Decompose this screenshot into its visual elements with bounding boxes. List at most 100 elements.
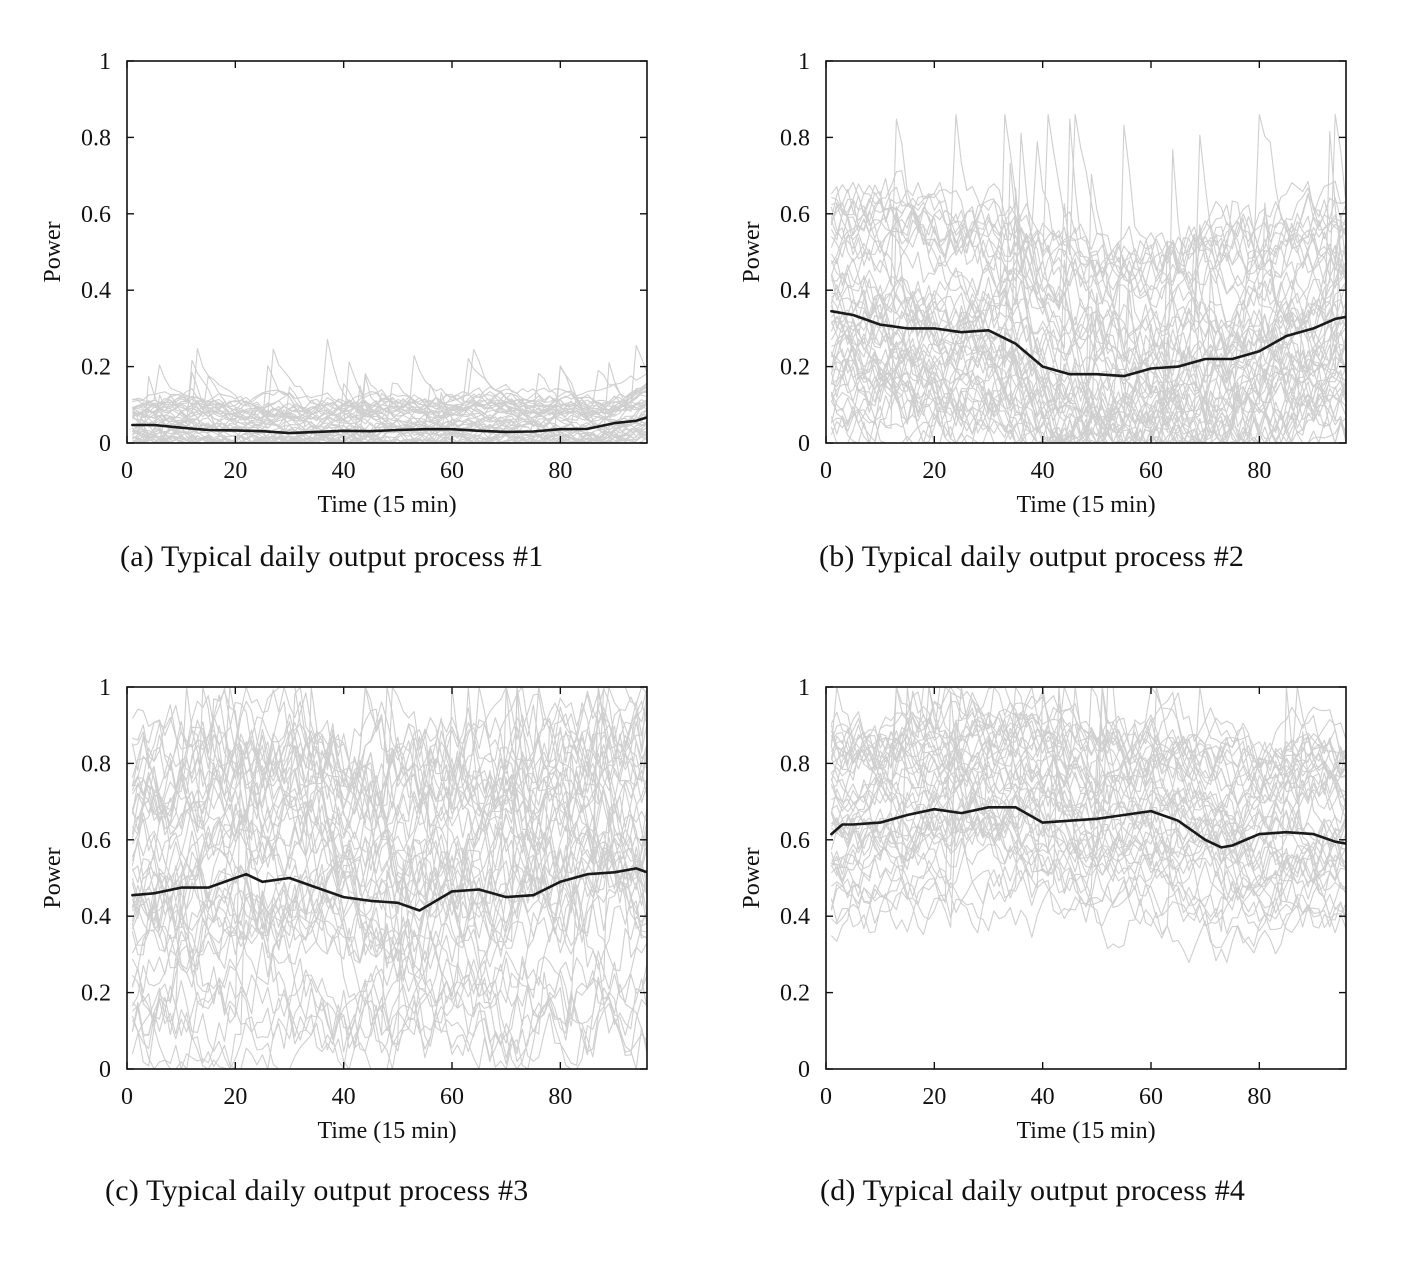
sample-line: [830, 113, 1346, 328]
plot-frame: [825, 686, 1347, 1070]
sample-line: [132, 373, 647, 414]
sample-line: [132, 389, 647, 420]
sample-line: [131, 909, 647, 1052]
sample-line: [830, 687, 1346, 775]
sample-line: [131, 687, 647, 839]
x-tick-label: 60: [1139, 458, 1163, 484]
y-tick-label: 0.4: [780, 278, 810, 304]
y-axis-label: Power: [40, 847, 66, 908]
sample-line: [132, 419, 647, 443]
y-tick-label: 0.2: [81, 981, 111, 1007]
y-tick-label: 0.4: [81, 904, 111, 930]
sample-line: [131, 884, 647, 1013]
y-axis-label: Power: [40, 221, 66, 282]
sample-line: [132, 725, 647, 953]
sample-line: [131, 749, 647, 979]
y-axis-label: Power: [739, 221, 765, 282]
sample-line: [830, 687, 1346, 791]
sample-line: [830, 817, 1346, 933]
sample-line: [831, 816, 1346, 964]
sample-line: [830, 687, 1346, 782]
sample-line: [830, 345, 1346, 443]
x-tick-label: 80: [1247, 1084, 1271, 1110]
sample-line: [132, 365, 647, 438]
sample-line: [131, 747, 647, 929]
sample-line: [830, 687, 1346, 939]
y-tick-label: 0: [99, 1057, 111, 1083]
sample-line: [830, 203, 1346, 370]
sample-line: [830, 187, 1346, 443]
y-tick-label: 0.6: [780, 202, 810, 228]
sample-line: [131, 687, 647, 788]
panel-b: 0 20 40 60 80 0 0.2 0.4 0.6 0.8 1 Time (15 min) Powe…: [729, 40, 1389, 640]
y-tick-label: 0.4: [81, 278, 111, 304]
x-tick-label: 80: [548, 1084, 572, 1110]
x-tick-label: 0: [121, 1084, 133, 1110]
sample-line: [132, 348, 647, 421]
sample-line: [831, 687, 1346, 902]
x-tick-label: 60: [1139, 1084, 1163, 1110]
sample-line: [831, 690, 1346, 831]
x-tick-label: 20: [922, 458, 946, 484]
y-tick-label: 0.8: [81, 751, 111, 777]
sample-line: [131, 687, 647, 893]
sample-line: [131, 846, 647, 1069]
sample-line: [132, 687, 647, 824]
sample-line: [831, 687, 1346, 914]
sample-line: [830, 780, 1346, 868]
x-tick-label: 0: [121, 458, 133, 484]
y-tick-label: 1: [798, 675, 810, 701]
sample-line: [131, 701, 647, 838]
mean-line-a: [131, 416, 647, 435]
x-tick-label: 80: [1247, 458, 1271, 484]
plot-frame: [126, 60, 648, 444]
sample-line: [830, 240, 1346, 443]
caption-b: (b) Typical daily output process #2: [819, 540, 1245, 573]
sample-line: [831, 687, 1346, 825]
y-tick-label: 1: [798, 49, 810, 75]
sample-line: [830, 687, 1346, 831]
sample-line: [131, 768, 647, 885]
sample-line: [131, 779, 647, 916]
sample-line: [131, 849, 647, 1069]
x-tick-label: 40: [332, 1084, 356, 1110]
sample-line: [131, 855, 647, 1023]
plot-frame: [825, 60, 1347, 444]
sample-line: [132, 361, 647, 443]
sample-line: [131, 687, 647, 856]
sample-line: [131, 847, 647, 1001]
sample-line: [131, 869, 647, 1069]
mean-line-d: [830, 806, 1346, 849]
chart-a: 0 20 40 60 80 0 0.2 0.4 0.6 0.8 1 Time (15 min) Powe…: [40, 49, 648, 518]
y-tick-label: 0: [99, 431, 111, 457]
sample-line: [830, 786, 1346, 917]
sample-line: [830, 113, 1346, 396]
sample-line: [831, 113, 1346, 283]
y-tick-label: 1: [99, 49, 111, 75]
x-tick-label: 0: [820, 1084, 832, 1110]
y-axis-label: Power: [739, 847, 765, 908]
y-tick-label: 0.8: [81, 125, 111, 151]
y-tick-label: 0: [798, 1057, 810, 1083]
mean-line-c: [131, 867, 647, 912]
sample-line: [132, 693, 647, 799]
sample-line: [830, 687, 1346, 782]
sample-line: [132, 338, 647, 431]
sample-line: [131, 687, 647, 830]
sample-line: [830, 141, 1346, 286]
sample-line: [830, 314, 1346, 443]
sample-line: [132, 383, 647, 443]
sample-lines-d: [830, 687, 1346, 964]
sample-line: [830, 711, 1346, 792]
plot-frame: [126, 686, 648, 1070]
sample-line: [831, 292, 1346, 420]
caption-a: (a) Typical daily output process #1: [120, 540, 544, 573]
sample-line: [830, 389, 1346, 443]
sample-line: [831, 687, 1346, 829]
sample-line: [131, 725, 647, 840]
panel-d: 0 20 40 60 80 0 0.2 0.4 0.6 0.8 1 Time (15 min) Powe…: [729, 666, 1389, 1266]
panel-c: 0 20 40 60 80 0 0.2 0.4 0.6 0.8 1 Time (15 min) Powe…: [30, 666, 690, 1266]
chart-b: 0 20 40 60 80 0 0.2 0.4 0.6 0.8 1 Time (15 min) Powe…: [739, 49, 1347, 518]
sample-line: [132, 387, 647, 415]
chart-c: 0 20 40 60 80 0 0.2 0.4 0.6 0.8 1 Time (15 min) Powe…: [40, 675, 648, 1144]
